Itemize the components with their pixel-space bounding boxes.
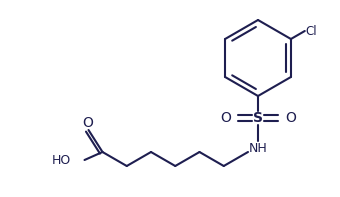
- Text: O: O: [220, 111, 231, 125]
- Text: S: S: [253, 111, 263, 125]
- Text: HO: HO: [51, 154, 70, 167]
- Text: O: O: [82, 116, 93, 130]
- Text: O: O: [285, 111, 296, 125]
- Text: NH: NH: [249, 141, 267, 154]
- Text: Cl: Cl: [306, 24, 318, 37]
